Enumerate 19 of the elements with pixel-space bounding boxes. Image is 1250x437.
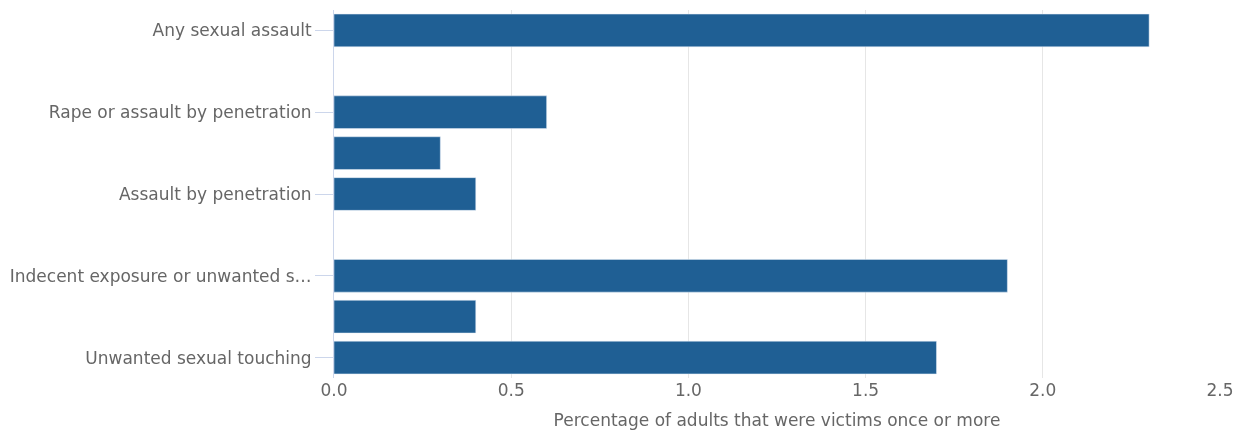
x-tick-label: 1.0 bbox=[674, 380, 702, 400]
bar bbox=[334, 177, 477, 211]
bar bbox=[334, 340, 937, 375]
x-tick-label: 0.5 bbox=[497, 380, 525, 400]
y-tick-label: Rape or assault by penetration bbox=[48, 102, 312, 123]
bar bbox=[334, 95, 547, 129]
y-tick-label: Any sexual assault bbox=[152, 20, 312, 41]
x-tick-label: 2.5 bbox=[1206, 380, 1234, 400]
x-tick-label: 0.0 bbox=[320, 380, 348, 400]
y-tick-label: Indecent exposure or unwanted s… bbox=[9, 265, 312, 286]
bar bbox=[334, 136, 441, 170]
bar bbox=[334, 300, 477, 334]
x-axis-title: Percentage of adults that were victims once or more bbox=[553, 410, 1001, 431]
y-tick-label: Unwanted sexual touching bbox=[85, 347, 312, 368]
y-tick-label: Assault by penetration bbox=[118, 183, 312, 204]
x-tick-label: 2.0 bbox=[1029, 380, 1057, 400]
x-tick-label: 1.5 bbox=[852, 380, 880, 400]
bar bbox=[334, 259, 1008, 293]
bar bbox=[334, 13, 1150, 48]
